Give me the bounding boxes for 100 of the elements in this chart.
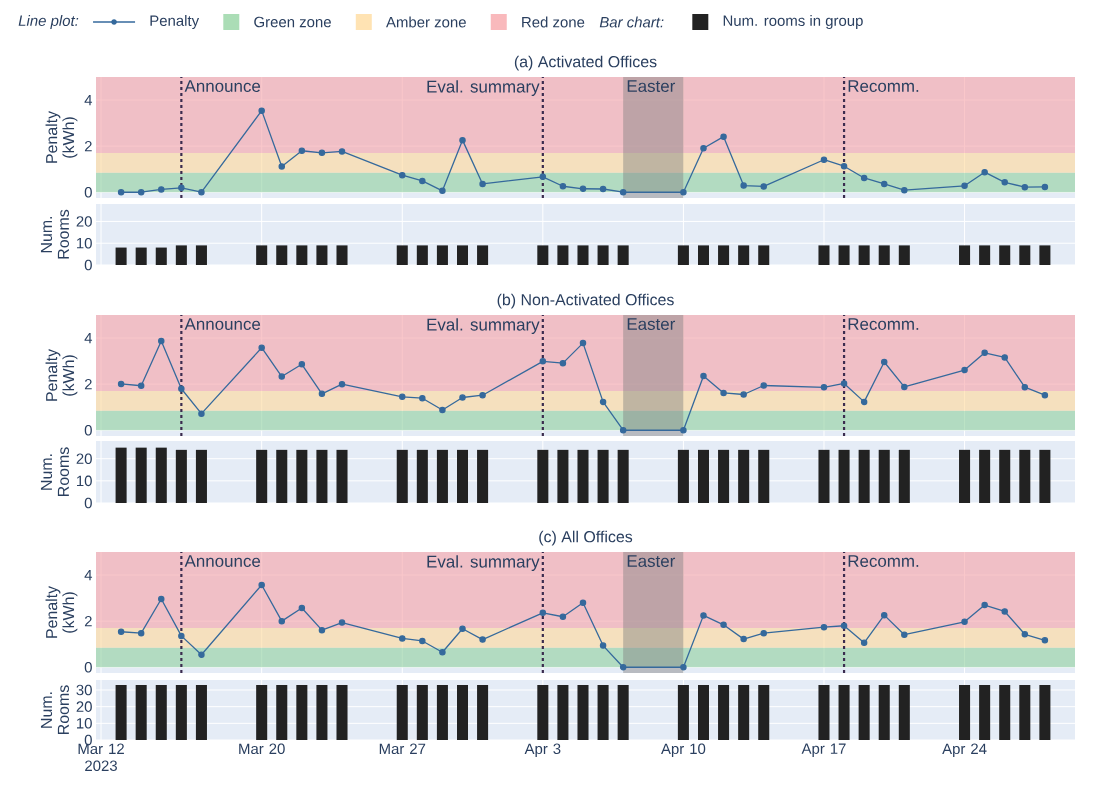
point xyxy=(278,163,286,170)
y-tick-label: 4 xyxy=(84,569,93,581)
ref-line-label: Announce xyxy=(184,555,261,568)
point xyxy=(599,398,607,406)
point xyxy=(740,391,747,398)
point xyxy=(740,635,747,643)
point xyxy=(419,394,426,402)
point xyxy=(619,426,627,434)
point xyxy=(278,373,286,380)
ref-line-label: Announce xyxy=(184,80,261,93)
point xyxy=(178,184,185,192)
point xyxy=(559,182,567,190)
point xyxy=(680,188,687,196)
point xyxy=(961,366,968,374)
y-tick-label: 20 xyxy=(76,701,92,712)
point xyxy=(258,344,265,351)
point xyxy=(298,604,306,612)
y-axis-title: Penalty (kWh) xyxy=(45,110,78,163)
point xyxy=(961,618,968,626)
chart-title: (a) Activated Offices xyxy=(514,55,657,71)
point xyxy=(338,619,346,626)
y-tick-label: 0 xyxy=(84,497,92,509)
point xyxy=(338,380,346,388)
band-label: Easter xyxy=(627,318,676,331)
point xyxy=(198,410,205,417)
point xyxy=(579,599,587,606)
y-tick-label: 4 xyxy=(84,94,93,106)
point xyxy=(419,637,426,645)
point xyxy=(298,361,306,368)
point xyxy=(860,639,868,647)
point xyxy=(479,391,486,399)
chart-title: (c) All Offices xyxy=(539,530,633,546)
point xyxy=(439,649,446,656)
point xyxy=(720,133,727,140)
y-tick-label: 10 xyxy=(77,718,92,729)
band-label: Easter xyxy=(627,555,676,568)
point xyxy=(479,180,486,188)
point xyxy=(901,383,908,391)
point xyxy=(619,188,627,196)
point xyxy=(880,611,888,619)
point xyxy=(760,183,767,190)
y-axis-title: Num. Rooms xyxy=(40,447,70,496)
y-tick-label: 2 xyxy=(84,140,92,152)
point xyxy=(298,147,306,154)
x-tick-label: Apr 17 xyxy=(801,743,846,757)
x-tick-label: Apr 24 xyxy=(942,743,987,758)
point xyxy=(820,623,828,631)
point xyxy=(117,380,125,388)
point xyxy=(439,406,446,414)
point xyxy=(700,144,707,152)
point xyxy=(178,385,185,392)
point xyxy=(700,372,707,380)
point xyxy=(880,358,888,366)
point xyxy=(981,601,988,609)
point xyxy=(459,136,466,144)
point xyxy=(1001,608,1008,615)
point xyxy=(258,107,265,114)
legend-label: Penalty xyxy=(150,15,200,29)
y-axis-title: Num. Rooms xyxy=(40,685,70,734)
point xyxy=(1001,179,1008,186)
point xyxy=(740,182,747,189)
point xyxy=(680,663,687,671)
point xyxy=(820,384,828,391)
point xyxy=(860,398,868,406)
y-tick-label: 0 xyxy=(84,259,92,271)
point xyxy=(399,393,406,401)
point xyxy=(158,337,165,345)
point xyxy=(1001,354,1008,361)
point xyxy=(419,177,426,185)
point xyxy=(720,621,727,629)
point xyxy=(459,625,466,632)
ref-line-label: Announce xyxy=(184,318,261,331)
point xyxy=(880,180,888,188)
point xyxy=(137,629,145,637)
point xyxy=(820,156,828,163)
chart-title: (b) Non-Activated Offices xyxy=(497,293,674,309)
point xyxy=(700,612,707,619)
point xyxy=(1041,391,1049,399)
y-axis-title: Penalty (kWh) xyxy=(45,585,78,638)
point xyxy=(198,651,205,659)
point xyxy=(981,168,988,176)
point xyxy=(539,358,547,365)
point xyxy=(559,359,567,367)
point xyxy=(158,595,165,603)
band-label: Easter xyxy=(627,80,676,93)
point xyxy=(901,631,908,638)
point xyxy=(137,382,145,389)
point xyxy=(599,642,607,649)
legend-title: Line plot: xyxy=(18,15,79,29)
point xyxy=(318,390,326,398)
y-tick-label: 2 xyxy=(84,378,92,390)
point xyxy=(579,339,587,347)
y-tick-label: 0 xyxy=(84,661,92,673)
y-tick-label: 10 xyxy=(77,237,92,249)
point xyxy=(680,426,687,434)
point xyxy=(840,380,848,387)
point xyxy=(459,394,466,401)
point xyxy=(720,389,727,397)
point xyxy=(137,188,145,196)
ref-line-label: Recomm. xyxy=(848,555,919,568)
